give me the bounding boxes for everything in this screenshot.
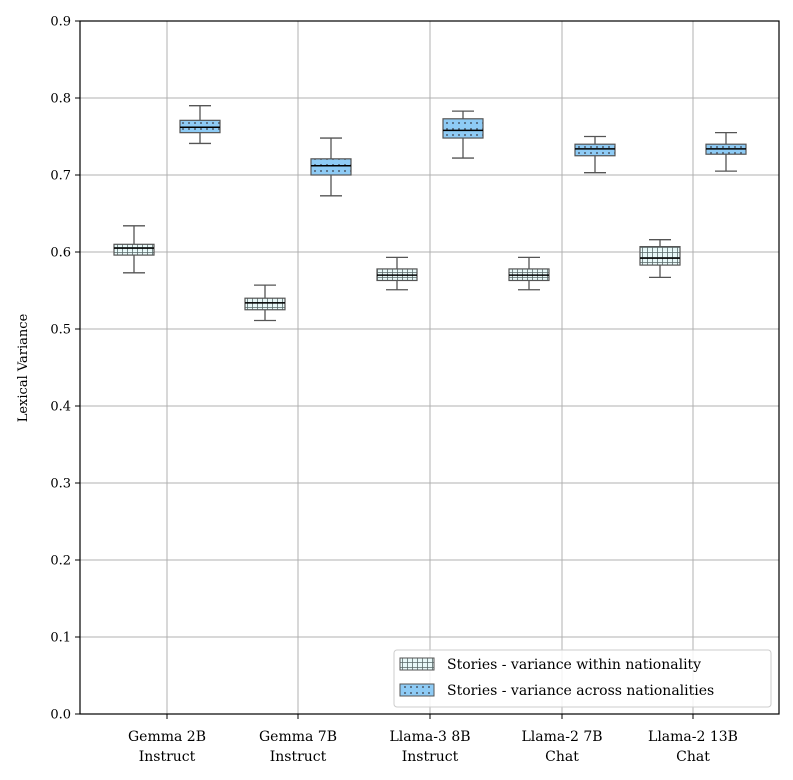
legend-swatch-within (399, 657, 435, 671)
x-tick-label-line1: Llama-2 7B (521, 729, 602, 745)
y-axis-ticks: 0.0 0.1 0.2 0.3 0.4 0.5 0.6 0.7 0.8 0.9 (50, 15, 80, 723)
y-tick-label: 0.6 (50, 246, 71, 261)
box-within-1 (244, 284, 286, 322)
y-tick-label: 0.7 (50, 169, 71, 184)
y-tick-label: 0.1 (50, 631, 71, 646)
y-axis-label: Lexical Variance (16, 313, 31, 422)
box-within-3 (508, 256, 550, 291)
y-tick-label: 0.0 (50, 708, 71, 723)
iqr-box (113, 243, 155, 256)
y-tick-label: 0.3 (50, 477, 71, 492)
legend-label-across: Stories - variance across nationalities (447, 683, 714, 699)
iqr-box (574, 143, 616, 157)
box-across-2 (442, 110, 484, 159)
grid-lines (80, 20, 779, 715)
y-tick-label: 0.2 (50, 554, 71, 569)
x-tick-label-line1: Gemma 2B (128, 729, 206, 745)
box-across-3 (574, 135, 616, 174)
y-tick-label: 0.8 (50, 92, 71, 107)
y-tick-label: 0.5 (50, 323, 71, 338)
x-axis-ticks: Gemma 2B Instruct Gemma 7B Instruct Llama-3 … (128, 714, 738, 765)
box-across-4 (705, 131, 747, 172)
legend-frame (393, 649, 772, 708)
iqr-box (639, 246, 681, 266)
boxes (113, 105, 747, 322)
box-across-0 (179, 105, 221, 145)
y-tick-label: 0.9 (50, 15, 71, 30)
x-tick-label-line1: Llama-3 8B (389, 729, 470, 745)
x-tick-label-line2: Instruct (139, 749, 196, 765)
iqr-box (179, 119, 221, 134)
x-tick-label-line2: Instruct (270, 749, 327, 765)
box-within-4 (639, 239, 681, 279)
legend-swatch-across (399, 683, 435, 697)
legend-label-within: Stories - variance within nationality (447, 657, 701, 673)
y-tick-label: 0.4 (50, 400, 71, 415)
iqr-box (310, 158, 352, 176)
legend: Stories - variance within nationality St… (393, 649, 772, 708)
box-across-1 (310, 137, 352, 197)
x-tick-label-line1: Gemma 7B (259, 729, 337, 745)
x-tick-label-line1: Llama-2 13B (648, 729, 738, 745)
box-within-2 (376, 256, 418, 291)
x-tick-label-line2: Chat (676, 749, 710, 765)
x-tick-label-line2: Chat (545, 749, 579, 765)
iqr-box (244, 297, 286, 311)
iqr-box (442, 118, 484, 139)
box-within-0 (113, 225, 155, 274)
x-tick-label-line2: Instruct (402, 749, 459, 765)
